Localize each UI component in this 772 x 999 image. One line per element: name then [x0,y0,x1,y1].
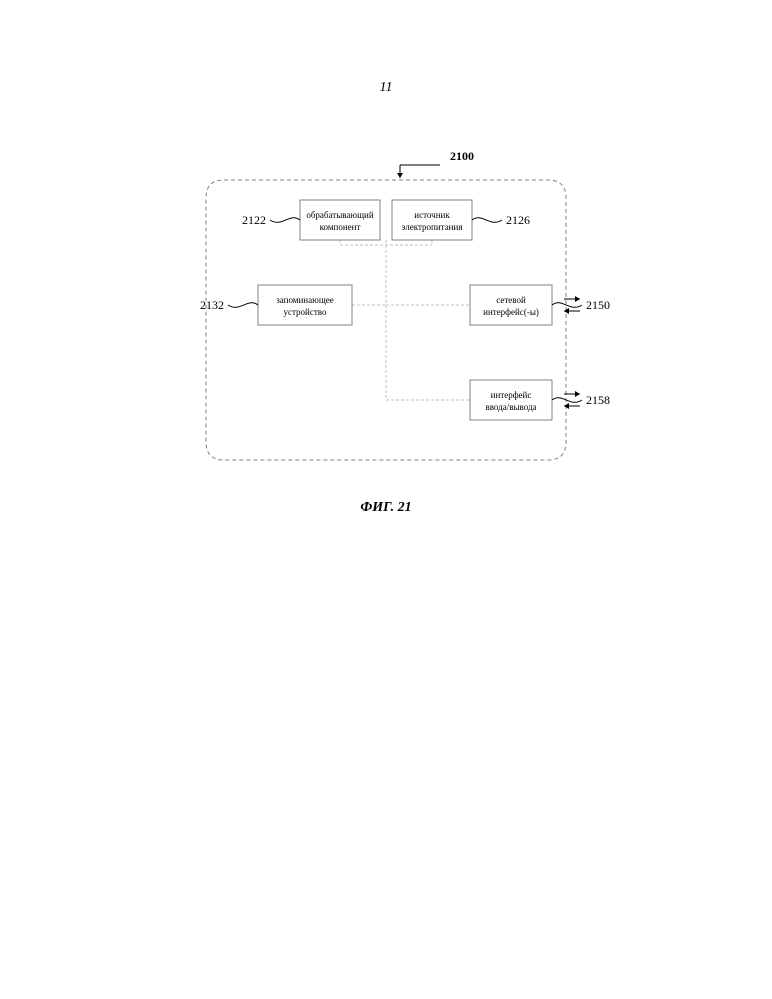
ext-arrow-head [575,391,580,397]
device-ref-label: 2100 [450,149,474,163]
page: 11 2100 обрабатывающий компонент 2122 источн… [0,0,772,999]
memory-box [258,285,352,325]
processing-label-1: обрабатывающий [306,210,373,220]
io-label-2: ввода/вывода [485,402,536,412]
io-box [470,380,552,420]
ref-label: 2122 [242,213,266,227]
ref-label: 2150 [586,298,610,312]
ref-label: 2126 [506,213,530,227]
memory-label-1: запоминающее [276,295,334,305]
ref-label: 2158 [586,393,610,407]
network-label-1: сетевой [496,295,526,305]
power-box [392,200,472,240]
figure-caption: ФИГ. 21 [0,500,772,516]
io-label-1: интерфейс [491,390,532,400]
memory-label-2: устройство [284,307,327,317]
block-diagram: 2100 обрабатывающий компонент 2122 источник э… [140,130,620,470]
processing-box [300,200,380,240]
page-number: 11 [0,80,772,96]
ref-leader [228,303,258,308]
ref-leader [472,218,502,223]
processing-label-2: компонент [320,222,361,232]
ref-label: 2132 [200,298,224,312]
diagram-container: 2100 обрабатывающий компонент 2122 источник э… [140,130,620,475]
ref-leader [270,218,300,223]
ref-leader [552,398,582,403]
power-label-2: электропитания [402,222,463,232]
power-label-1: источник [414,210,450,220]
network-label-2: интерфейс(-ы) [483,307,539,317]
ext-arrow-head [575,296,580,302]
network-box [470,285,552,325]
device-ref-arrow-head [397,173,403,178]
ref-leader [552,303,582,308]
